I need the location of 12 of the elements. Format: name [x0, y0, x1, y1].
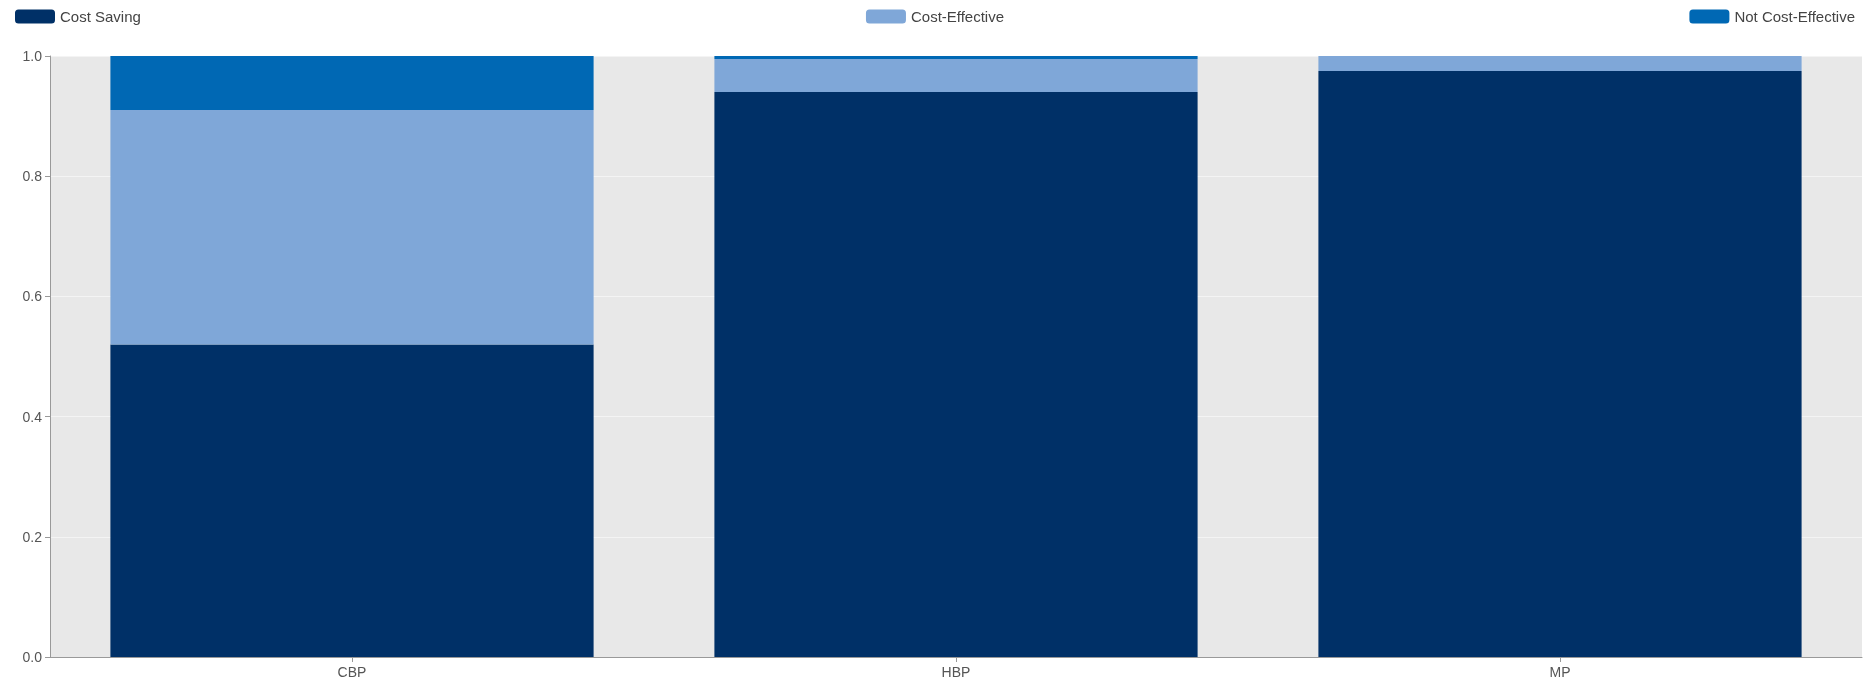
- x-tick-label: CBP: [337, 664, 367, 679]
- legend-label: Not Cost-Effective: [1734, 8, 1856, 25]
- y-tick-label: 0.2: [22, 528, 43, 545]
- legend-label: Cost Saving: [60, 8, 141, 25]
- y-tick-label: 0.4: [22, 408, 43, 425]
- y-tick-label: 0.6: [22, 288, 43, 305]
- y-tick-label: 0.8: [22, 168, 43, 185]
- y-tick-label: 0.0: [22, 649, 43, 665]
- x-tick-label: HBP: [941, 664, 971, 679]
- y-tick-label: 1.0: [22, 48, 43, 64]
- legend-label: Cost-Effective: [910, 8, 1005, 25]
- x-tick-label: MP: [1549, 664, 1571, 679]
